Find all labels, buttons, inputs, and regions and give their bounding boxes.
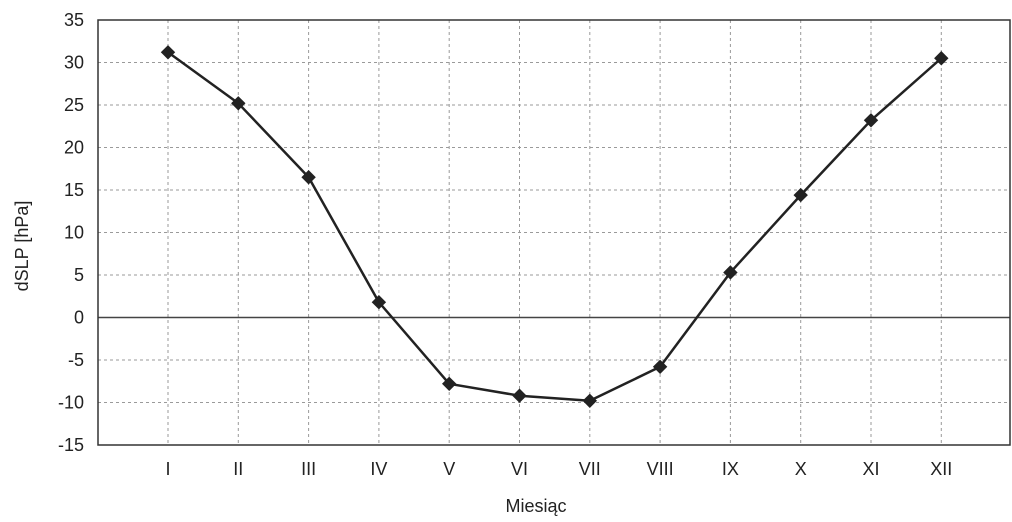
x-tick-label: IX <box>722 459 739 479</box>
data-point-marker <box>793 187 808 203</box>
x-tick-label: VI <box>511 459 528 479</box>
y-tick-label: 15 <box>64 180 84 200</box>
y-tick-labels: -15 -10 -5 0 5 10 15 20 25 30 35 <box>58 10 84 455</box>
y-tick-label: 35 <box>64 10 84 30</box>
data-point-marker <box>301 170 316 185</box>
series-line <box>166 51 943 403</box>
data-point-marker <box>863 113 879 128</box>
plot-frame <box>97 19 1011 446</box>
x-tick-label: XII <box>930 459 952 479</box>
x-tick-label: X <box>795 459 807 479</box>
x-tick-label: VII <box>579 459 601 479</box>
data-point-marker <box>582 393 598 409</box>
x-tick-label: IV <box>370 459 387 479</box>
x-tick-label: I <box>165 459 170 479</box>
y-tick-label: 0 <box>74 308 84 328</box>
data-point-marker <box>652 359 668 375</box>
y-tick-label: 25 <box>64 95 84 115</box>
data-point-marker <box>441 376 457 392</box>
y-tick-label: -10 <box>58 393 84 413</box>
y-tick-label: 30 <box>64 53 84 73</box>
x-tick-label: V <box>443 459 455 479</box>
x-tick-label: III <box>301 459 316 479</box>
data-point-marker <box>723 265 738 280</box>
x-axis-label: Miesiąc <box>505 496 566 516</box>
x-tick-label: XI <box>862 459 879 479</box>
y-tick-label: 5 <box>74 265 84 285</box>
data-point-marker <box>512 388 527 403</box>
x-tick-label: VIII <box>647 459 674 479</box>
x-tick-label: II <box>233 459 243 479</box>
y-tick-label: -5 <box>68 350 84 370</box>
plot-frame-group <box>97 19 1011 446</box>
y-axis-label: dSLP [hPa] <box>12 201 32 292</box>
x-tick-labels: I II III IV V VI VII VIII IX X XI XII <box>165 459 952 479</box>
y-tick-label: -15 <box>58 435 84 455</box>
data-point-marker <box>934 51 949 66</box>
y-tick-label: 10 <box>64 223 84 243</box>
series-layer <box>160 45 949 409</box>
data-point-marker <box>231 96 246 111</box>
data-point-marker <box>371 294 387 310</box>
data-point-marker <box>160 45 176 60</box>
y-tick-label: 20 <box>64 138 84 158</box>
grid <box>98 20 1010 445</box>
